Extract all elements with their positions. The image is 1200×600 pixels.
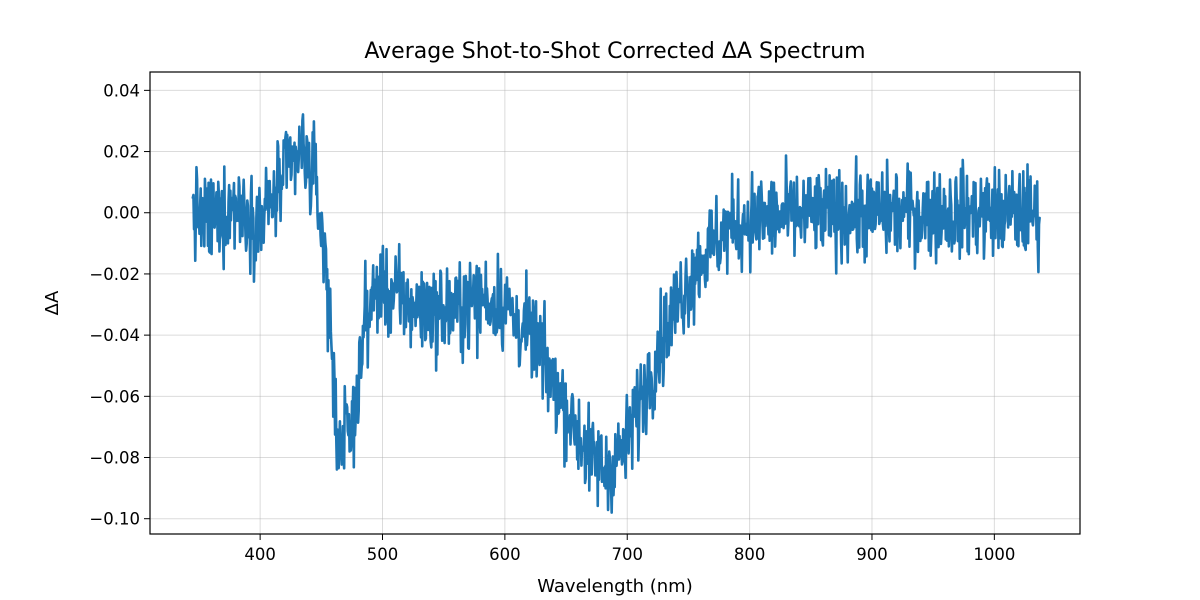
- y-axis: 0.04 0.02 0.00 −0.02 −0.04 −0.06 −0.08 −0.10: [89, 81, 150, 529]
- x-tick-label: 400: [244, 545, 276, 564]
- chart-title: Average Shot-to-Shot Corrected ΔA Spectr…: [364, 39, 865, 64]
- y-tick-label: −0.06: [89, 387, 140, 406]
- y-tick-label: 0.00: [103, 204, 140, 223]
- y-axis-label: ΔA: [42, 290, 63, 315]
- x-tick-label: 700: [611, 545, 643, 564]
- x-tick-label: 1000: [973, 545, 1015, 564]
- x-axis: 400 500 600 700 800 900 1000: [244, 534, 1015, 564]
- x-tick-label: 800: [734, 545, 766, 564]
- y-tick-label: 0.02: [103, 143, 140, 162]
- plot-frame: [149, 71, 1081, 535]
- x-tick-label: 600: [489, 545, 521, 564]
- series-layer: [191, 113, 1041, 514]
- series-line: [191, 113, 1041, 514]
- y-tick-label: −0.02: [89, 265, 140, 284]
- x-tick-label: 500: [367, 545, 399, 564]
- x-tick-label: 900: [856, 545, 888, 564]
- y-tick-label: −0.10: [89, 510, 140, 529]
- y-tick-label: −0.04: [89, 326, 140, 345]
- y-tick-label: −0.08: [89, 449, 140, 468]
- x-axis-label: Wavelength (nm): [537, 576, 693, 597]
- y-tick-label: 0.04: [103, 81, 140, 100]
